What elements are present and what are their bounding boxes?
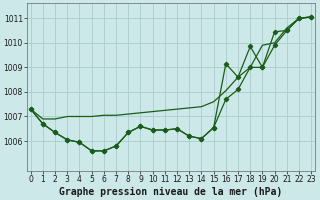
X-axis label: Graphe pression niveau de la mer (hPa): Graphe pression niveau de la mer (hPa) (59, 186, 283, 197)
